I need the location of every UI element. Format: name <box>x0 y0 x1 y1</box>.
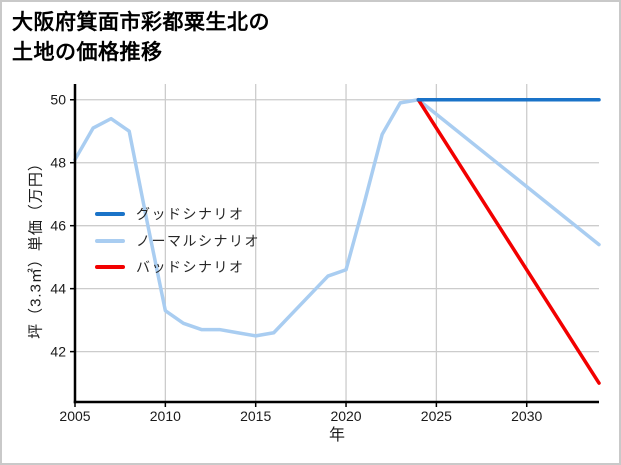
svg-text:2020: 2020 <box>330 408 361 424</box>
chart-title: 大阪府箕面市彩都粟生北の 土地の価格推移 <box>12 11 270 64</box>
y-axis-label: 坪（3.3㎡）単価（万円） <box>27 155 45 339</box>
svg-text:50: 50 <box>50 92 66 108</box>
legend-label-normal-scenario: ノーマルシナリオ <box>136 232 260 249</box>
legend-label-good-scenario: グッドシナリオ <box>136 206 245 223</box>
svg-text:2010: 2010 <box>150 408 181 424</box>
legend-item-normal-scenario: ノーマルシナリオ <box>95 228 260 255</box>
legend-item-bad-scenario: バッドシナリオ <box>95 254 260 281</box>
good-scenario-line-swatch <box>95 212 125 217</box>
legend-item-good-scenario: グッドシナリオ <box>95 201 260 228</box>
svg-text:2015: 2015 <box>240 408 271 424</box>
svg-text:46: 46 <box>50 218 66 234</box>
legend-label-bad-scenario: バッドシナリオ <box>136 259 245 276</box>
svg-text:2005: 2005 <box>59 408 90 424</box>
svg-text:2025: 2025 <box>421 408 452 424</box>
svg-text:48: 48 <box>50 155 66 171</box>
normal-scenario-line-swatch <box>95 238 125 243</box>
svg-text:2030: 2030 <box>511 408 542 424</box>
svg-text:44: 44 <box>50 281 66 297</box>
svg-text:42: 42 <box>50 344 66 360</box>
x-axis-label: 年 <box>328 427 346 444</box>
chart-legend: グッドシナリオ ノーマルシナリオ バッドシナリオ <box>95 201 260 281</box>
bad-scenario-line-swatch <box>95 265 125 270</box>
